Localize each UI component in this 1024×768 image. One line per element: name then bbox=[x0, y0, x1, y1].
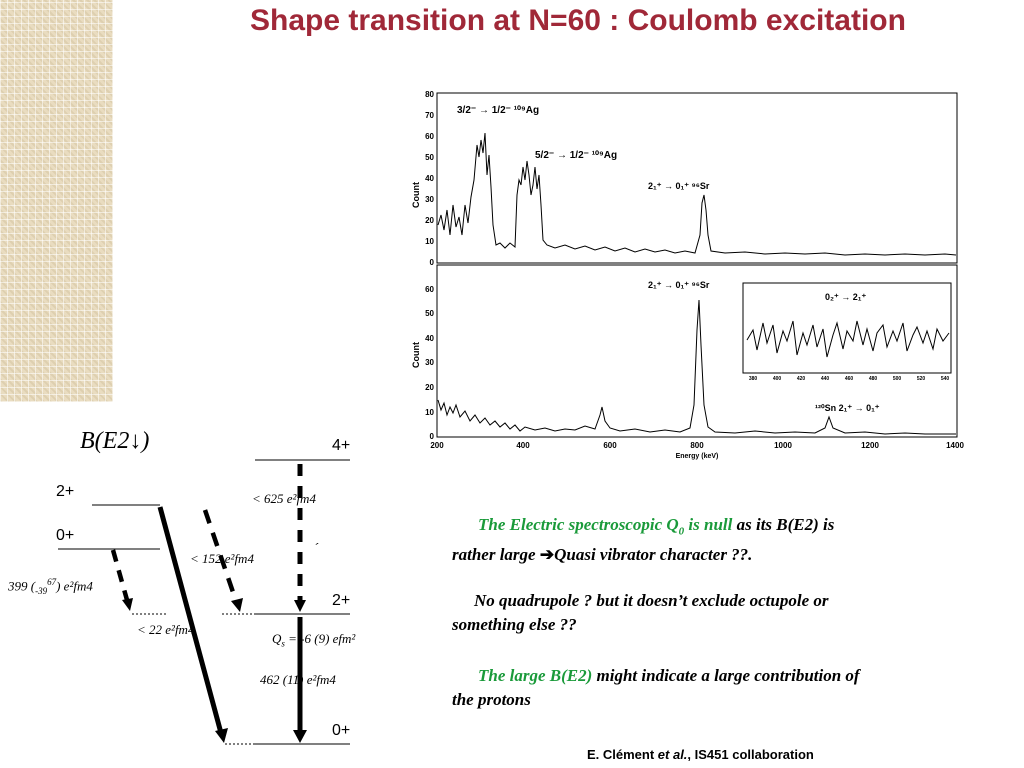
tick-mark: ´ bbox=[314, 540, 319, 555]
annotation-ag-3-2: 3/2⁻ → 1/2⁻ ¹⁰⁹Ag bbox=[457, 105, 539, 116]
decorative-texture-strip bbox=[0, 0, 113, 402]
paragraph-quadrupole: No quadrupole ? but it doesn’t exclude o… bbox=[452, 589, 1000, 637]
transition-dashed-diag bbox=[202, 509, 239, 602]
xtick: 800 bbox=[690, 441, 704, 450]
top-ytick: 60 bbox=[425, 132, 434, 141]
arrowhead-2left-to-0 bbox=[215, 728, 228, 743]
xtick: 400 bbox=[516, 441, 530, 450]
xtick: 600 bbox=[603, 441, 617, 450]
level-label-2plus-right: 2+ bbox=[332, 592, 351, 609]
xtick: 1000 bbox=[774, 441, 792, 450]
spectrum-figure: 80 70 60 50 40 30 20 10 0 Count 60 50 40… bbox=[405, 85, 965, 460]
bottom-panel-frame bbox=[436, 264, 958, 438]
paragraph-large-be2: The large B(E2) might indicate a large c… bbox=[452, 664, 1000, 712]
xtick: 200 bbox=[430, 441, 444, 450]
credit-line: E. Clément et al., IS451 collaboration bbox=[587, 747, 814, 762]
arrowhead-2-to-0 bbox=[293, 730, 307, 743]
paragraph-1-rest: as its B(E2) is bbox=[732, 515, 835, 534]
qs-value: Qs = -6 (9) efm² bbox=[272, 631, 356, 649]
inset-xtick: 500 bbox=[893, 376, 902, 382]
spectrum-plot: 80 70 60 50 40 30 20 10 0 Count 60 50 40… bbox=[411, 90, 964, 460]
arrowhead-dashed-diag bbox=[231, 598, 243, 612]
inset-xtick: 440 bbox=[821, 376, 830, 382]
top-ytick: 10 bbox=[425, 237, 434, 246]
annotation-ag-5-2: 5/2⁻ → 1/2⁻ ¹⁰⁹Ag bbox=[535, 150, 617, 161]
level-label-0plus-left: 0+ bbox=[56, 527, 75, 544]
q0-symbol: Q0 bbox=[666, 515, 685, 538]
top-ytick: 30 bbox=[425, 195, 434, 204]
level-label-4plus: 4+ bbox=[332, 437, 351, 454]
inset-xtick: 520 bbox=[917, 376, 926, 382]
bottom-y-label: Count bbox=[411, 342, 421, 368]
paragraph-1-line-2: rather large ➔Quasi vibrator character ?… bbox=[452, 545, 753, 565]
top-spectrum-trace bbox=[437, 132, 957, 256]
level-label-2plus-left: 2+ bbox=[56, 483, 75, 500]
slide-title: Shape transition at N=60 : Coulomb excit… bbox=[250, 4, 906, 37]
annotation-sr-bottom: 2₁⁺ → 0₁⁺ ⁹⁶Sr bbox=[648, 280, 710, 290]
top-y-ticks: 80 70 60 50 40 30 20 10 0 bbox=[425, 90, 434, 267]
top-ytick: 50 bbox=[425, 153, 434, 162]
paragraph-2-line-2: something else ?? bbox=[452, 615, 577, 634]
transition-0left-to-2 bbox=[110, 549, 130, 601]
be2-heading: B(E2↓) bbox=[80, 428, 150, 454]
inset-xtick: 540 bbox=[941, 376, 950, 382]
bottom-ytick: 40 bbox=[425, 334, 434, 343]
arrowhead-0left-to-2 bbox=[122, 598, 133, 611]
xtick: 1200 bbox=[861, 441, 879, 450]
xtick: 1400 bbox=[946, 441, 964, 450]
bottom-ytick: 30 bbox=[425, 358, 434, 367]
paragraph-q0-null: The Electric spectroscopic Q0 is null as… bbox=[452, 513, 1000, 567]
x-ticks: 200 400 600 800 1000 1200 1400 bbox=[430, 441, 964, 450]
paragraph-1-line-1: The Electric spectroscopic Q0 is null as… bbox=[452, 513, 1000, 543]
q0-phrase-end: is null bbox=[684, 515, 733, 534]
inset-xtick: 400 bbox=[773, 376, 782, 382]
bottom-y-ticks: 60 50 40 30 20 10 0 bbox=[425, 285, 434, 441]
bottom-ytick: 20 bbox=[425, 383, 434, 392]
bottom-ytick: 0 bbox=[430, 432, 435, 441]
be2-value-22: < 22 e²fm4 bbox=[137, 622, 195, 637]
top-ytick: 0 bbox=[430, 258, 435, 267]
be2-value-152: < 152 e²fm4 bbox=[190, 551, 254, 566]
top-y-label: Count bbox=[411, 182, 421, 208]
annotation-sr-top: 2₁⁺ → 0₁⁺ ⁹⁶Sr bbox=[648, 181, 710, 191]
paragraph-3-line-1: The large B(E2) might indicate a large c… bbox=[478, 666, 860, 685]
inset-x-ticks: 380 400 420 440 460 480 500 520 540 bbox=[749, 376, 950, 382]
bottom-ytick: 50 bbox=[425, 309, 434, 318]
inset-xtick: 380 bbox=[749, 376, 758, 382]
inset-trace bbox=[746, 320, 950, 358]
annotation-inset: 0₂⁺ → 2₁⁺ bbox=[825, 292, 866, 302]
bottom-ytick: 60 bbox=[425, 285, 434, 294]
be2-value-462: 462 (11) e²fm4 bbox=[260, 672, 336, 687]
be2-value-399: 399 (-3967) e²fm4 bbox=[8, 577, 93, 596]
bottom-ytick: 10 bbox=[425, 408, 434, 417]
arrow-icon: ➔ bbox=[539, 545, 555, 565]
top-ytick: 20 bbox=[425, 216, 434, 225]
level-label-0plus-right: 0+ bbox=[332, 722, 351, 739]
inset-xtick: 420 bbox=[797, 376, 806, 382]
bottom-spectrum-trace bbox=[437, 299, 956, 435]
x-label: Energy (keV) bbox=[676, 453, 719, 460]
annotation-sn: ¹²⁰Sn 2₁⁺ → 0₁⁺ bbox=[815, 403, 880, 413]
transition-2left-to-0 bbox=[157, 506, 224, 734]
paragraph-2-line-1: No quadrupole ? but it doesn’t exclude o… bbox=[474, 591, 829, 610]
arrowhead-4-to-2 bbox=[294, 600, 306, 612]
large-be2-phrase: The large B(E2) bbox=[478, 666, 593, 685]
top-ytick: 70 bbox=[425, 111, 434, 120]
inset-xtick: 480 bbox=[869, 376, 878, 382]
paragraph-3-line-2: the protons bbox=[452, 690, 531, 709]
top-ytick: 40 bbox=[425, 174, 434, 183]
q0-phrase-start: The Electric spectroscopic bbox=[478, 515, 667, 534]
top-ytick: 80 bbox=[425, 90, 434, 99]
be2-value-625: < 625 e²fm4 bbox=[252, 491, 316, 506]
top-panel-frame bbox=[436, 92, 958, 264]
inset-xtick: 460 bbox=[845, 376, 854, 382]
